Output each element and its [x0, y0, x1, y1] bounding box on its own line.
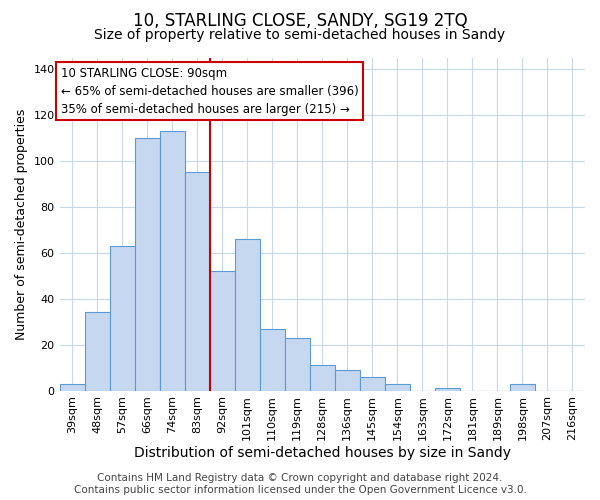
- Bar: [360, 377, 385, 390]
- Bar: [110, 246, 134, 390]
- Bar: [385, 384, 410, 390]
- Text: 10, STARLING CLOSE, SANDY, SG19 2TQ: 10, STARLING CLOSE, SANDY, SG19 2TQ: [133, 12, 467, 30]
- Text: 10 STARLING CLOSE: 90sqm
← 65% of semi-detached houses are smaller (396)
35% of : 10 STARLING CLOSE: 90sqm ← 65% of semi-d…: [61, 66, 359, 116]
- Bar: [335, 370, 360, 390]
- Text: Size of property relative to semi-detached houses in Sandy: Size of property relative to semi-detach…: [94, 28, 506, 42]
- X-axis label: Distribution of semi-detached houses by size in Sandy: Distribution of semi-detached houses by …: [134, 446, 511, 460]
- Bar: [285, 338, 310, 390]
- Bar: [435, 388, 460, 390]
- Bar: [235, 239, 260, 390]
- Bar: [160, 131, 185, 390]
- Y-axis label: Number of semi-detached properties: Number of semi-detached properties: [15, 108, 28, 340]
- Bar: [185, 172, 209, 390]
- Bar: [310, 366, 335, 390]
- Bar: [59, 384, 85, 390]
- Bar: [510, 384, 535, 390]
- Bar: [134, 138, 160, 390]
- Bar: [260, 328, 285, 390]
- Text: Contains HM Land Registry data © Crown copyright and database right 2024.
Contai: Contains HM Land Registry data © Crown c…: [74, 474, 526, 495]
- Bar: [209, 271, 235, 390]
- Bar: [85, 312, 110, 390]
